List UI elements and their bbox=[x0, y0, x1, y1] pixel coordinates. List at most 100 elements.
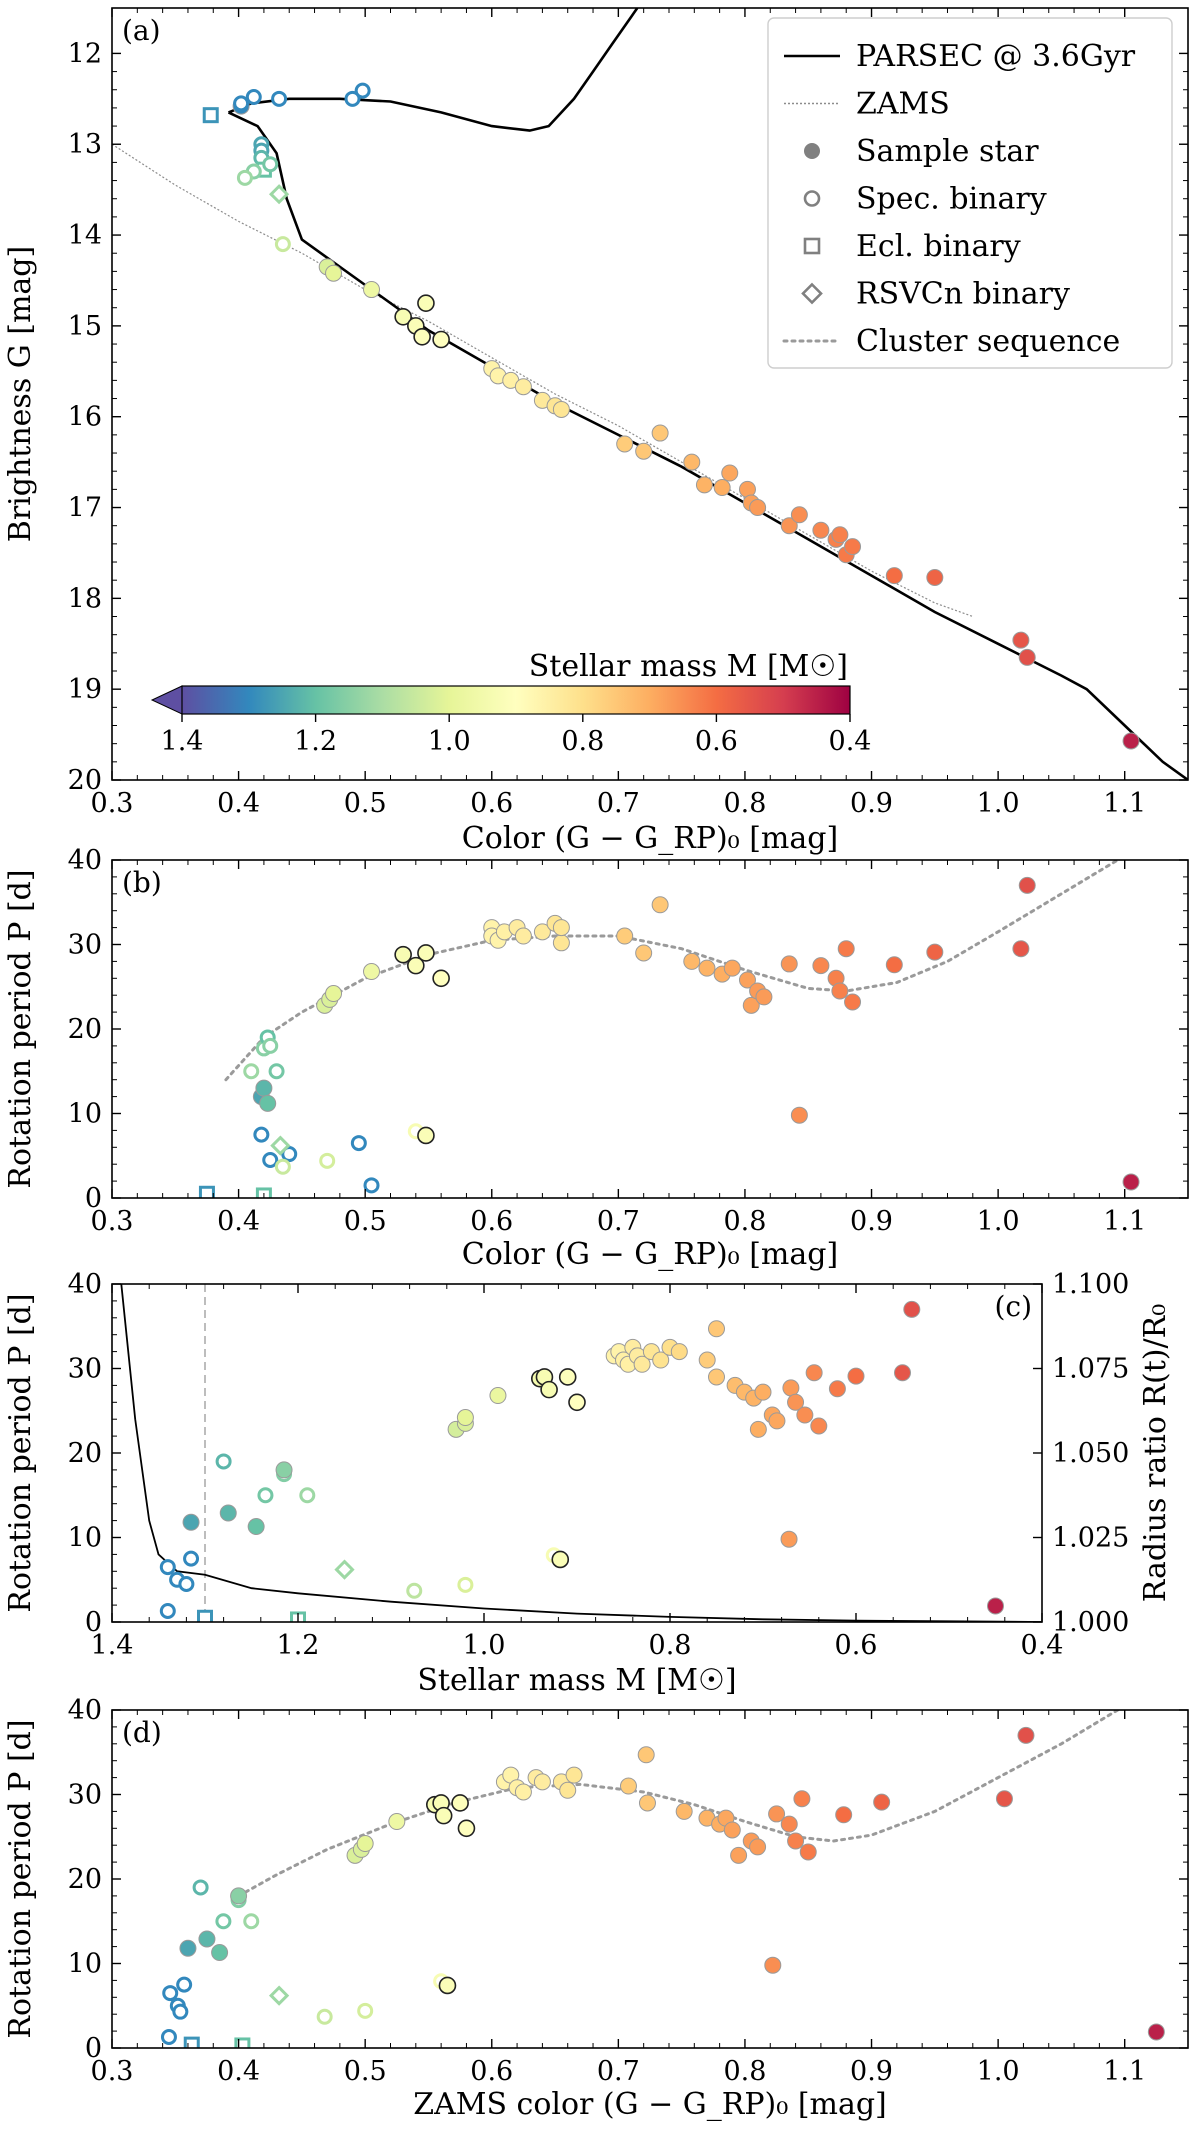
colorbar-tick-label: 1.4 bbox=[161, 726, 204, 757]
sample-star-point bbox=[616, 435, 634, 453]
sample-star-point bbox=[540, 1380, 558, 1399]
y-tick-label: 30 bbox=[68, 1354, 102, 1385]
plot-area bbox=[160, 1710, 1165, 2048]
legend-spec-symbol bbox=[803, 190, 821, 207]
y-axis-label: Rotation period P [d] bbox=[3, 1293, 38, 1612]
y2-tick-label: 1.025 bbox=[1052, 1523, 1129, 1554]
sample-star-point bbox=[780, 955, 798, 973]
sample-star-point bbox=[417, 1126, 435, 1145]
sample-star-point bbox=[730, 1846, 748, 1864]
spec-binary-point bbox=[406, 1582, 423, 1599]
sample-star-point bbox=[768, 1412, 786, 1430]
y2-tick-label: 1.000 bbox=[1052, 1607, 1129, 1638]
sample-star-point bbox=[1017, 1726, 1035, 1744]
spec-binary-point bbox=[236, 169, 253, 186]
y-tick-label: 19 bbox=[68, 674, 102, 705]
axes-frame bbox=[111, 7, 1189, 781]
spec-binary-point bbox=[299, 1487, 316, 1504]
sample-star-point bbox=[616, 927, 634, 945]
sample-star-point bbox=[565, 1766, 583, 1784]
sample-star-point bbox=[363, 281, 381, 299]
spec-binary-point bbox=[268, 1063, 285, 1080]
spec-binary-point bbox=[215, 1453, 232, 1470]
spec-binary-point bbox=[233, 95, 250, 112]
sample-star-point bbox=[828, 1380, 846, 1398]
sample-star-point bbox=[721, 464, 739, 482]
x-tick-label: 0.8 bbox=[723, 2056, 766, 2087]
legend-label: Spec. binary bbox=[856, 182, 1047, 217]
y-tick-label: 17 bbox=[68, 493, 102, 524]
sample-star-point bbox=[259, 1094, 277, 1112]
sample-star-point bbox=[198, 1930, 216, 1948]
y-tick-label: 40 bbox=[68, 1695, 102, 1726]
sample-star-point bbox=[754, 1383, 772, 1401]
sample-star-point bbox=[434, 1806, 453, 1825]
sample-star-point bbox=[805, 1364, 823, 1382]
sample-star-point bbox=[388, 1813, 406, 1831]
sample-star-point bbox=[780, 1530, 798, 1548]
panel-label: (a) bbox=[122, 14, 161, 47]
sample-star-point bbox=[1012, 940, 1030, 958]
sample-star-point bbox=[787, 1393, 805, 1411]
sample-star-point bbox=[219, 1504, 237, 1522]
sample-star-point bbox=[394, 945, 412, 964]
sample-star-point bbox=[885, 956, 903, 974]
panel-a: 0.3 0.4 0.5 0.6 0.7 0.8 0.9 1.0 1.1 12 13 14 15 16 17 1… bbox=[3, 7, 1189, 856]
parsec-isochrone bbox=[227, 111, 1188, 780]
sample-star-point bbox=[831, 982, 849, 1000]
sample-star-point bbox=[670, 1343, 688, 1361]
spec-binary-point bbox=[316, 2008, 333, 2025]
x-tick-label: 0.4 bbox=[217, 2056, 260, 2087]
spec-binary-point bbox=[192, 1879, 209, 1896]
y-tick-label: 10 bbox=[68, 1523, 102, 1554]
spec-binary-point bbox=[281, 1146, 298, 1163]
sample-star-point bbox=[782, 1379, 800, 1397]
sample-star-point bbox=[255, 1079, 273, 1097]
sample-star-point bbox=[698, 959, 716, 977]
legend-box bbox=[767, 17, 1173, 369]
sample-star-point bbox=[1122, 732, 1140, 750]
y-tick-label: 20 bbox=[68, 1438, 102, 1469]
x-tick-label: 0.7 bbox=[597, 2056, 640, 2087]
x-tick-label: 0.7 bbox=[597, 788, 640, 819]
sample-star-point bbox=[844, 538, 862, 556]
sample-star-point bbox=[533, 1773, 551, 1791]
x-axis-label: Color (G − G_RP)₀ [mag] bbox=[462, 1237, 838, 1272]
spec-binary-point bbox=[262, 156, 279, 173]
x-tick-label: 0.6 bbox=[470, 1206, 513, 1237]
sample-star-point bbox=[533, 923, 551, 941]
y-tick-label: 15 bbox=[68, 311, 102, 342]
radius-ratio-curve bbox=[120, 1284, 1042, 1622]
sample-star-point bbox=[790, 1106, 808, 1124]
x-tick-label: 0.3 bbox=[91, 2056, 134, 2087]
legend: PARSEC @ 3.6Gyr ZAMS Sample star Spec. bina… bbox=[767, 17, 1173, 369]
colorbar-extend-triangle bbox=[150, 685, 183, 715]
sample-star-point bbox=[926, 943, 944, 961]
spec-binary-point bbox=[176, 1976, 193, 1993]
sample-star-point bbox=[723, 959, 741, 977]
parsec-isochrone-upper bbox=[228, 8, 639, 132]
x-tick-label: 1.1 bbox=[1103, 1206, 1146, 1237]
sample-star-point bbox=[638, 1794, 656, 1812]
sample-star-point bbox=[551, 1550, 570, 1569]
sample-star-point bbox=[987, 1597, 1004, 1615]
spec-binary-point bbox=[159, 1603, 176, 1620]
spec-binary-point bbox=[243, 1913, 260, 1930]
sample-star-point bbox=[768, 1805, 786, 1823]
y-tick-label: 20 bbox=[68, 765, 102, 796]
y-tick-label: 30 bbox=[68, 930, 102, 961]
panel-d: 0.3 0.4 0.5 0.6 0.7 0.8 0.9 1.0 1.1 0 10 20 30 40 ZAMS… bbox=[3, 1695, 1189, 2122]
sample-star-point bbox=[835, 1806, 853, 1824]
axes-frame bbox=[111, 1283, 1043, 1623]
sample-star-point bbox=[708, 1368, 725, 1386]
sample-star-point bbox=[417, 944, 435, 962]
legend-ecl-symbol bbox=[803, 237, 821, 255]
spec-binary-point bbox=[178, 1575, 195, 1592]
sample-star-point bbox=[847, 1367, 865, 1385]
x-tick-label: 0.5 bbox=[344, 788, 387, 819]
legend-label: ZAMS bbox=[856, 87, 950, 122]
y-tick-label: 40 bbox=[68, 845, 102, 876]
y-axis-label: Brightness G [mag] bbox=[3, 246, 38, 542]
y-tick-label: 30 bbox=[68, 1780, 102, 1811]
plot-area bbox=[112, 8, 1188, 780]
